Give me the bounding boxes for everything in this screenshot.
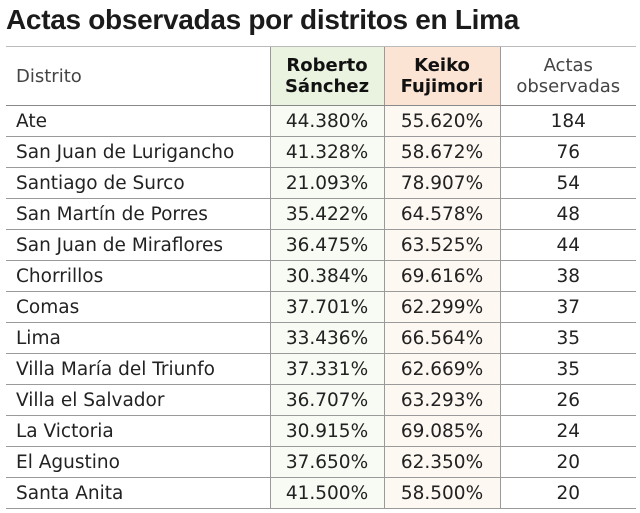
table-row: El Agustino 37.650% 62.350% 20: [6, 446, 636, 478]
table-row: Ate 44.380% 55.620% 184: [6, 105, 636, 137]
table-cell: 26: [499, 384, 636, 416]
table-cell: 44.380%: [269, 105, 384, 137]
table-cell: 35: [499, 353, 636, 385]
table-cell: 69.616%: [383, 260, 500, 292]
table-cell: Villa María del Triunfo: [6, 353, 270, 385]
table-body: Ate 44.380% 55.620% 184 San Juan de Luriganc…: [6, 105, 636, 509]
title: Actas observadas por distritos en Lima: [6, 4, 519, 35]
table-cell: 41.328%: [269, 136, 384, 168]
table-cell: 58.672%: [383, 136, 500, 168]
table-cell: 63.293%: [383, 384, 500, 416]
table-row: San Juan de Miraflores 36.475% 63.525% 44: [6, 229, 636, 261]
table-cell: 36.707%: [269, 384, 384, 416]
header-cell: Distrito: [6, 46, 270, 106]
table-cell: 38: [499, 260, 636, 292]
table-cell: Chorrillos: [6, 260, 270, 292]
table-cell: 58.500%: [383, 477, 500, 509]
table-row: Santiago de Surco 21.093% 78.907% 54: [6, 167, 636, 199]
table-cell: 21.093%: [269, 167, 384, 199]
table-row: Lima 33.436% 66.564% 35: [6, 322, 636, 354]
table-cell: 37: [499, 291, 636, 323]
table-row: La Victoria 30.915% 69.085% 24: [6, 415, 636, 447]
table-cell: 62.669%: [383, 353, 500, 385]
table-cell: Comas: [6, 291, 270, 323]
table-row: San Martín de Porres 35.422% 64.578% 48: [6, 198, 636, 230]
table-cell: 55.620%: [383, 105, 500, 137]
header-row: Distrito Roberto Sánchez Keiko Fujimori Act…: [6, 46, 636, 106]
table-cell: 69.085%: [383, 415, 500, 447]
header-cell: Roberto Sánchez: [269, 46, 384, 106]
results-table: Distrito Roberto Sánchez Keiko Fujimori Act…: [6, 46, 636, 509]
table-row: Chorrillos 30.384% 69.616% 38: [6, 260, 636, 292]
table-cell: 37.701%: [269, 291, 384, 323]
table-row: San Juan de Lurigancho 41.328% 58.672% 76: [6, 136, 636, 168]
table-row: Villa María del Triunfo 37.331% 62.669% 35: [6, 353, 636, 385]
table-cell: 20: [499, 446, 636, 478]
table-cell: La Victoria: [6, 415, 270, 447]
table-cell: 35.422%: [269, 198, 384, 230]
table-row: Comas 37.701% 62.299% 37: [6, 291, 636, 323]
table-cell: 30.384%: [269, 260, 384, 292]
table-cell: 36.475%: [269, 229, 384, 261]
table-cell: 35: [499, 322, 636, 354]
table-cell: 37.650%: [269, 446, 384, 478]
table-header: Distrito Roberto Sánchez Keiko Fujimori Act…: [6, 46, 636, 106]
table-cell: San Juan de Lurigancho: [6, 136, 270, 168]
table-cell: 184: [499, 105, 636, 137]
table-cell: Villa el Salvador: [6, 384, 270, 416]
table-cell: 66.564%: [383, 322, 500, 354]
table-cell: 63.525%: [383, 229, 500, 261]
table-cell: 41.500%: [269, 477, 384, 509]
table-cell: 20: [499, 477, 636, 509]
table-cell: 64.578%: [383, 198, 500, 230]
table-cell: El Agustino: [6, 446, 270, 478]
table-cell: 78.907%: [383, 167, 500, 199]
table-cell: 44: [499, 229, 636, 261]
table-cell: Ate: [6, 105, 270, 137]
table-cell: Lima: [6, 322, 270, 354]
table-cell: 62.299%: [383, 291, 500, 323]
table-cell: 62.350%: [383, 446, 500, 478]
table-cell: San Juan de Miraflores: [6, 229, 270, 261]
table-cell: 33.436%: [269, 322, 384, 354]
table-row: Villa el Salvador 36.707% 63.293% 26: [6, 384, 636, 416]
table-cell: Santa Anita: [6, 477, 270, 509]
table-row: Santa Anita 41.500% 58.500% 20: [6, 477, 636, 509]
table-cell: San Martín de Porres: [6, 198, 270, 230]
table-cell: Santiago de Surco: [6, 167, 270, 199]
table-cell: 54: [499, 167, 636, 199]
table-cell: 76: [499, 136, 636, 168]
table-cell: 30.915%: [269, 415, 384, 447]
header-cell: Actas observadas: [499, 46, 636, 106]
header-cell: Keiko Fujimori: [383, 46, 500, 106]
table-cell: 37.331%: [269, 353, 384, 385]
table-cell: 48: [499, 198, 636, 230]
table-cell: 24: [499, 415, 636, 447]
